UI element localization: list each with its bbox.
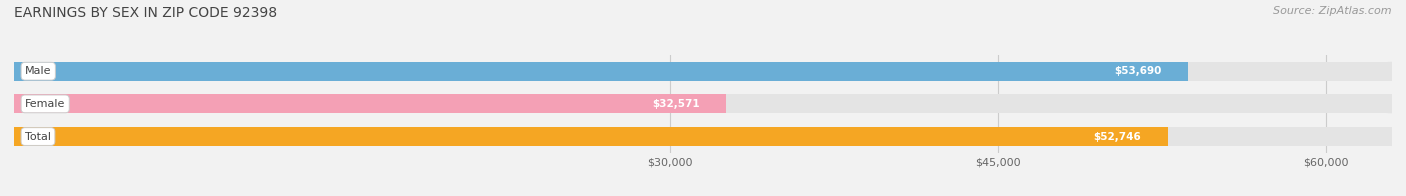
Text: $53,690: $53,690 (1115, 66, 1163, 76)
Text: Total: Total (25, 132, 51, 142)
Text: Source: ZipAtlas.com: Source: ZipAtlas.com (1274, 6, 1392, 16)
Text: EARNINGS BY SEX IN ZIP CODE 92398: EARNINGS BY SEX IN ZIP CODE 92398 (14, 6, 277, 20)
Bar (14, 127, 1167, 146)
Bar (14, 62, 1188, 81)
Text: $52,746: $52,746 (1094, 132, 1142, 142)
Text: Male: Male (25, 66, 52, 76)
Bar (14, 62, 1392, 81)
Ellipse shape (1372, 62, 1406, 81)
Ellipse shape (1372, 127, 1406, 146)
Bar (14, 94, 1392, 113)
Bar (14, 94, 727, 113)
Ellipse shape (1372, 94, 1406, 113)
Text: $32,571: $32,571 (652, 99, 700, 109)
Bar (14, 127, 1392, 146)
Text: Female: Female (25, 99, 65, 109)
